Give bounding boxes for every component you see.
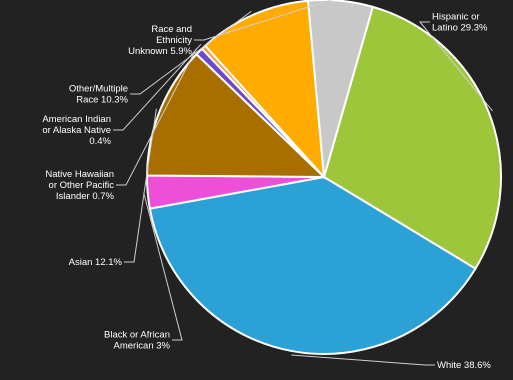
- leader-line: [418, 21, 493, 112]
- slice-label: Asian 12.1%: [69, 257, 123, 268]
- leader-line: [113, 43, 202, 131]
- slice-label: Hispanic or Latino 29.3%: [432, 12, 488, 34]
- slice-label-line: American Indian: [42, 114, 111, 125]
- slice-label-line: Native Hawaiian: [45, 169, 114, 180]
- slice-label: American Indian or Alaska Native 0.4%: [42, 114, 111, 147]
- pie-slices: [145, 0, 502, 355]
- leader-line: [143, 192, 183, 341]
- leader-lines: [113, 0, 493, 366]
- slice-label: White 38.6%: [437, 360, 491, 371]
- slice-label-line: Race 10.3%: [76, 95, 128, 106]
- slice-label-line: Latino 29.3%: [432, 23, 488, 34]
- slice-label-line: Unknown 5.9%: [128, 46, 192, 57]
- pie-slice: [148, 175, 477, 355]
- pie-slice: [306, 0, 375, 178]
- slice-label-line: Other/Multiple: [69, 84, 128, 95]
- slice-label-line: Black or African: [104, 330, 170, 341]
- slice-label-line: Hispanic or: [432, 12, 480, 23]
- slice-label: Other/Multiple Race 10.3%: [69, 84, 129, 106]
- slice-label-line: Islander 0.7%: [56, 191, 115, 202]
- slice-label-line: American 3%: [114, 341, 171, 352]
- slice-labels: Hispanic or Latino 29.3% White 38.6% Black …: [42, 12, 491, 372]
- slice-label-line: or Other Pacific: [49, 180, 115, 191]
- slice-label-line: Ethnicity: [156, 35, 192, 46]
- slice-label-line: Asian 12.1%: [69, 257, 123, 268]
- leader-line: [124, 108, 157, 263]
- leader-line: [291, 354, 435, 366]
- slice-label-line: 0.4%: [89, 136, 111, 147]
- slice-label-line: or Alaska Native: [42, 125, 111, 136]
- slice-label: Native Hawaiian or Other Pacific Islander …: [45, 169, 114, 202]
- leader-line: [116, 48, 197, 186]
- slice-label: Black or African American 3%: [104, 330, 171, 352]
- slice-label: Race and Ethnicity Unknown 5.9%: [128, 24, 192, 57]
- leader-line: [130, 10, 252, 95]
- leader-line: [194, 0, 333, 41]
- slice-label-line: Race and: [151, 24, 192, 35]
- slice-label-line: White 38.6%: [437, 360, 491, 371]
